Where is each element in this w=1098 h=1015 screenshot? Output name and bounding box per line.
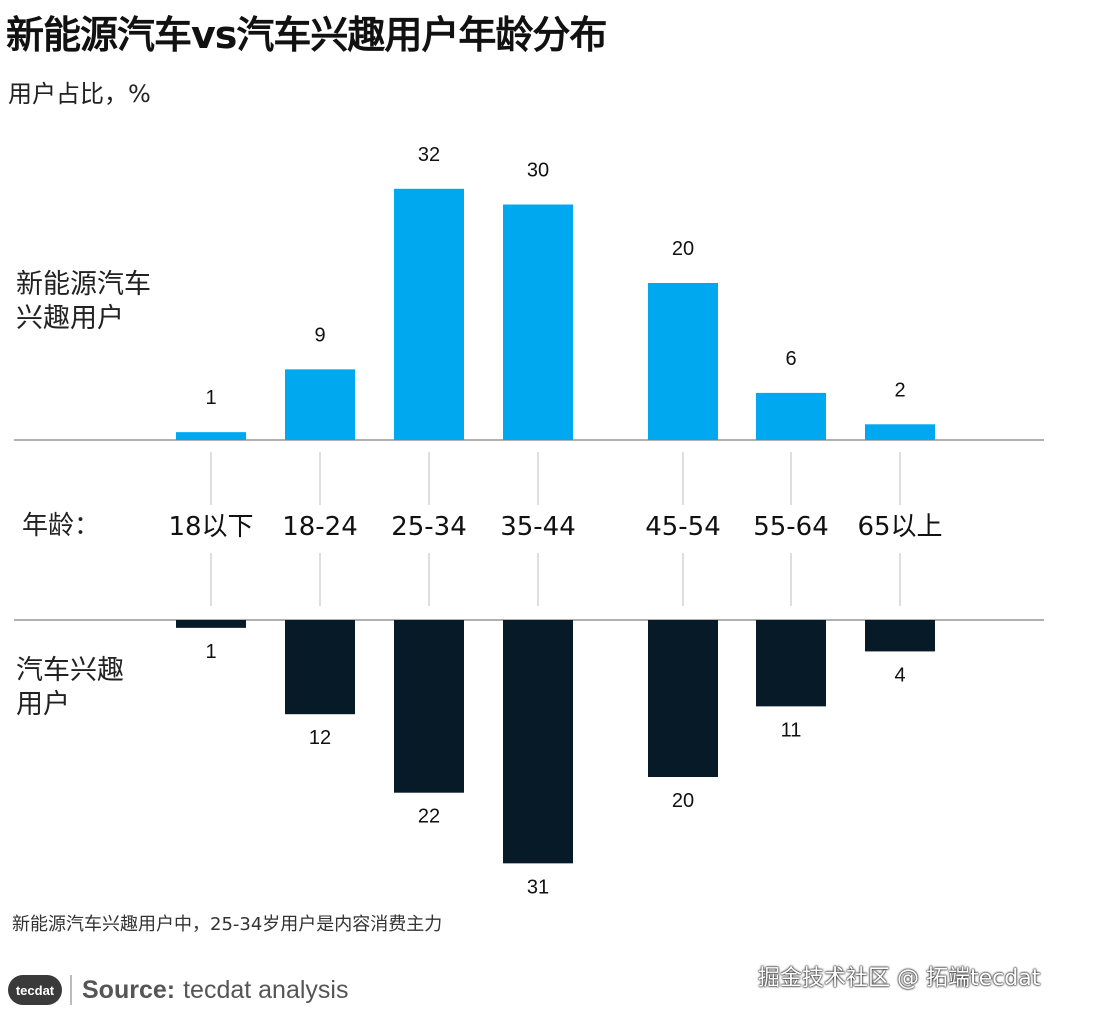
top-bar: [756, 392, 826, 440]
source-lead: Source:: [82, 975, 176, 1004]
top-series-label: 新能源汽车兴趣用户: [16, 269, 151, 334]
bottom-bar: [756, 620, 826, 707]
top-bar: [648, 283, 718, 440]
tecdat-logo: tecdat: [8, 975, 62, 1005]
top-bar-value: 1: [205, 387, 216, 409]
top-bar-value: 20: [672, 238, 694, 260]
top-bar: [503, 204, 573, 440]
top-bar-value: 2: [894, 379, 905, 401]
watermark: 掘金技术社区 @ 拓端tecdat: [758, 966, 1041, 991]
bottom-bar-value: 12: [309, 727, 331, 749]
top-bar-value: 6: [785, 348, 796, 370]
bottom-series-label: 汽车兴趣用户: [16, 655, 124, 720]
chart-note: 新能源汽车兴趣用户中，25-34岁用户是内容消费主力: [12, 914, 443, 935]
category-label: 35-44: [500, 512, 576, 542]
bottom-bar-value: 4: [894, 664, 905, 686]
category-label: 18-24: [282, 512, 358, 542]
category-label: 65以上: [857, 512, 942, 542]
bottom-bar-value: 11: [781, 719, 802, 741]
category-label: 55-64: [753, 512, 829, 542]
bottom-bar: [176, 620, 246, 628]
top-bar: [176, 432, 246, 440]
source-row: tecdat Source: tecdat analysis: [8, 972, 348, 1008]
top-bar-value: 9: [314, 324, 325, 346]
bottom-bar-value: 31: [527, 876, 549, 898]
bottom-bar: [503, 620, 573, 864]
bottom-bar-value: 20: [672, 790, 694, 812]
logo-divider: [70, 975, 72, 1005]
chart-subtitle: 用户占比，%: [8, 80, 151, 108]
top-bar-value: 30: [527, 160, 549, 182]
bottom-bar: [865, 620, 935, 652]
category-label: 45-54: [645, 512, 721, 542]
top-bar-value: 32: [418, 144, 440, 166]
bottom-bar: [285, 620, 355, 715]
top-bar: [285, 369, 355, 440]
category-label: 25-34: [391, 512, 467, 542]
bottom-bar-value: 22: [418, 806, 440, 828]
bottom-bar: [394, 620, 464, 793]
bottom-bar-value: 1: [205, 641, 216, 663]
source-text: tecdat analysis: [183, 975, 349, 1004]
age-axis-label: 年龄：: [22, 511, 101, 541]
category-label: 18以下: [168, 512, 253, 542]
top-bar: [394, 188, 464, 440]
chart-title: 新能源汽车vs汽车兴趣用户年龄分布: [6, 13, 607, 57]
bottom-bar: [648, 620, 718, 777]
top-bar: [865, 424, 935, 440]
